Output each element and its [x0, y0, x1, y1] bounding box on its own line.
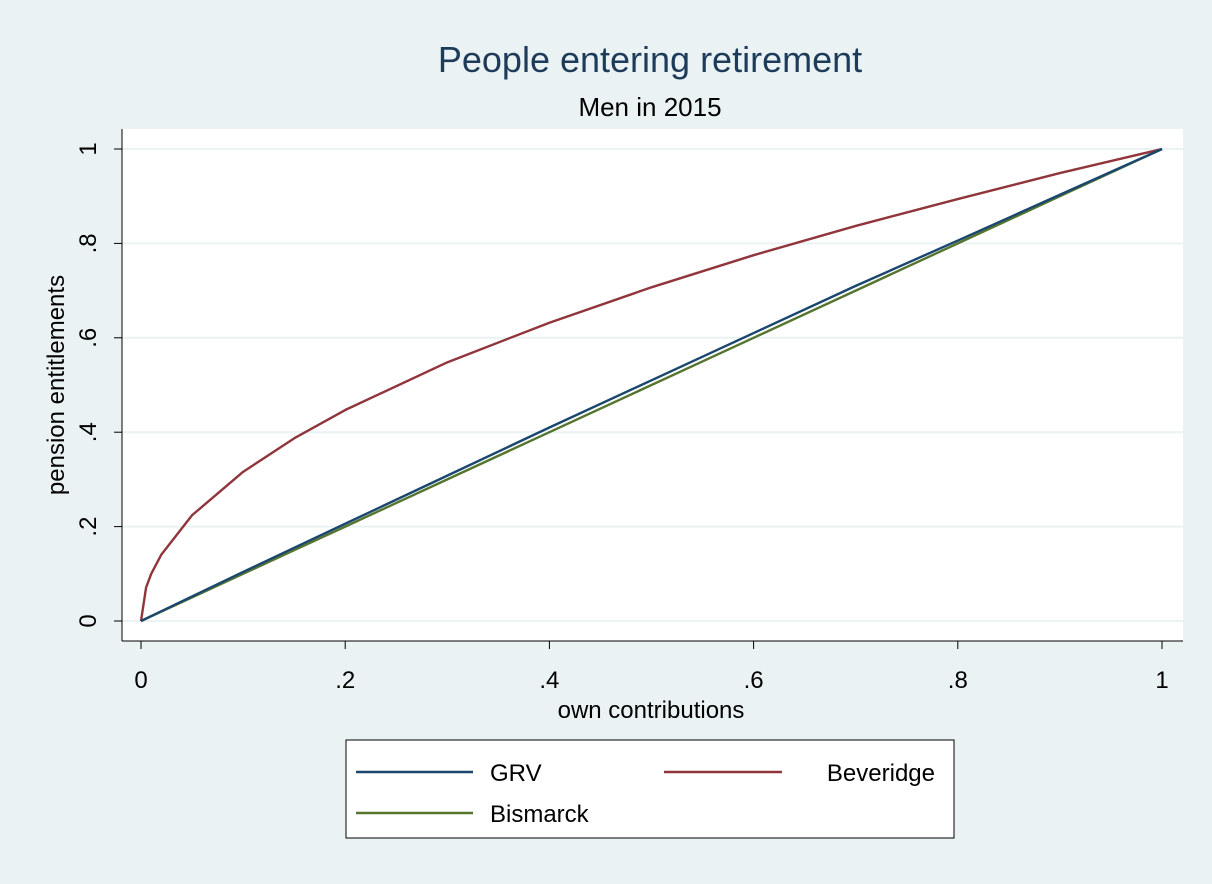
x-tick-label: .2	[335, 667, 355, 694]
axes: 0 .2 .4 .6 .8 1 0 .2 .4 .6 .8 1	[75, 129, 1183, 694]
x-tick-label: .6	[744, 667, 764, 694]
legend-box	[345, 739, 955, 839]
legend-entries: GRV Beveridge Bismarck	[356, 760, 935, 828]
y-tick-label: .2	[75, 517, 102, 537]
y-tick-label: .8	[75, 233, 102, 253]
y-tick-label: .6	[75, 328, 102, 348]
legend: GRV Beveridge Bismarck	[345, 739, 955, 839]
series-line-beveridge	[139, 147, 1163, 622]
series-line-grv	[140, 147, 1163, 623]
legend-label-bismarck: Bismarck	[490, 801, 590, 828]
legend-label-grv: GRV	[490, 760, 542, 787]
grid-lines	[122, 148, 1183, 622]
series-lines	[139, 147, 1163, 623]
x-tick-label: 1	[1155, 667, 1168, 694]
y-tick-label: 0	[75, 614, 102, 627]
y-tick-label: 1	[75, 142, 102, 155]
x-tick-label: .8	[948, 667, 968, 694]
y-tick-label: .4	[75, 422, 102, 442]
legend-label-beveridge: Beveridge	[827, 760, 935, 787]
x-axis-label: own contributions	[558, 697, 745, 724]
x-tick-label: 0	[134, 667, 147, 694]
y-axis-label: pension entitlements	[43, 275, 70, 495]
x-tick-label: .4	[539, 667, 559, 694]
chart-title: People entering retirement	[438, 39, 862, 80]
chart-subtitle: Men in 2015	[578, 92, 721, 122]
